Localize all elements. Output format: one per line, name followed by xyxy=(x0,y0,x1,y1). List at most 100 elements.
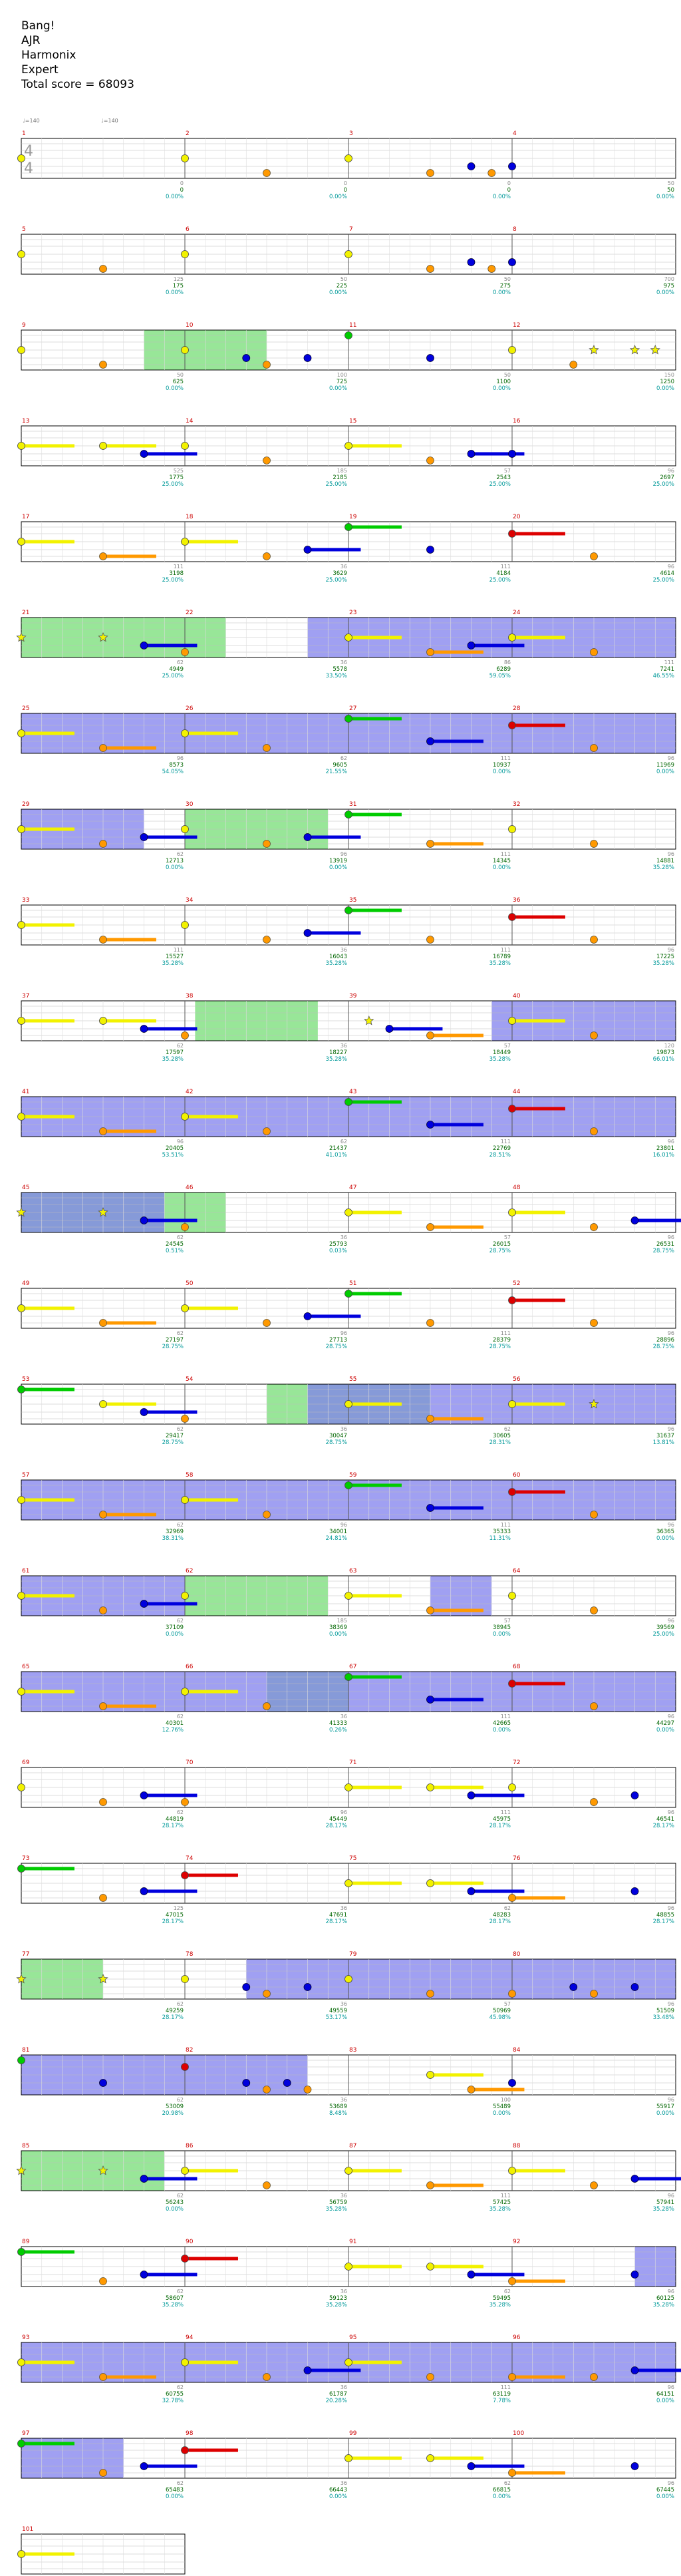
star-note xyxy=(589,344,599,355)
note-gem xyxy=(385,1025,394,1033)
sustain-tail xyxy=(471,2088,525,2092)
sustain-tail xyxy=(430,1785,483,1789)
overdrive-percent: 28.75% xyxy=(489,1248,511,1254)
overdrive-percent: 28.75% xyxy=(653,1344,674,1350)
measure-score: 66815 xyxy=(493,2487,511,2493)
note-gem xyxy=(508,1105,516,1113)
note-count: 96 xyxy=(668,947,674,953)
measure-score: 61787 xyxy=(329,2391,347,2398)
measure-number: 2 xyxy=(186,130,190,137)
note-gem xyxy=(140,2462,148,2470)
sustain-tail xyxy=(144,1602,198,1606)
overdrive-percent: 0.00% xyxy=(656,2493,674,2500)
sustain-tail xyxy=(185,1115,238,1119)
note-gem xyxy=(263,936,271,944)
note-count: 36 xyxy=(340,947,347,953)
note-count: 96 xyxy=(668,1234,674,1240)
note-count: 96 xyxy=(668,1714,674,1720)
note-gem xyxy=(99,2469,107,2477)
measure-score: 30047 xyxy=(329,1433,347,1439)
note-gem xyxy=(181,1496,189,1504)
note-gem xyxy=(181,1304,189,1312)
measure-score: 56243 xyxy=(166,2199,184,2206)
note-count: 57 xyxy=(504,1234,511,1240)
note-gem xyxy=(630,1887,639,1895)
note-gem xyxy=(99,1127,107,1135)
sustain-tail xyxy=(512,1896,565,1900)
sustain-tail xyxy=(21,444,74,448)
overdrive-percent: 35.28% xyxy=(326,960,347,967)
overdrive-percent: 28.75% xyxy=(489,1344,511,1350)
sustain-tail xyxy=(430,1417,483,1421)
measure-number: 3 xyxy=(349,130,353,137)
measure-score: 18449 xyxy=(493,1049,511,1056)
note-gem xyxy=(508,162,516,170)
note-gem xyxy=(344,1098,352,1106)
note-count: 125 xyxy=(174,1905,184,1911)
sustain-tail xyxy=(512,723,565,727)
note-count: 111 xyxy=(501,755,511,761)
measure-score: 63119 xyxy=(493,2391,511,2398)
song-artist: AJR xyxy=(21,34,41,47)
note-gem xyxy=(181,1592,189,1600)
sustain-tail xyxy=(512,2375,565,2379)
sustain-tail xyxy=(144,2177,198,2181)
sustain-tail xyxy=(307,2368,361,2372)
sustain-tail xyxy=(348,1402,402,1406)
note-gem xyxy=(508,2167,516,2175)
measure-score: 17225 xyxy=(656,954,674,960)
overdrive-percent: 53.51% xyxy=(162,1152,184,1159)
note-gem xyxy=(508,1990,516,1998)
note-gem xyxy=(467,2086,476,2094)
sustain-tail xyxy=(21,1594,74,1598)
overdrive-percent: 0.00% xyxy=(493,289,511,296)
sustain-tail xyxy=(512,2279,565,2283)
note-count: 111 xyxy=(501,1139,511,1145)
note-gem xyxy=(344,2454,352,2462)
note-gem xyxy=(181,2358,189,2366)
sustain-tail xyxy=(512,915,565,919)
overdrive-percent: 25.00% xyxy=(162,577,184,584)
sustain-tail xyxy=(348,1292,402,1296)
note-gem xyxy=(140,1216,148,1224)
measure-number: 91 xyxy=(349,2239,356,2245)
overdrive-percent: 25.00% xyxy=(653,1631,674,1638)
overdrive-percent: 0.00% xyxy=(329,289,347,296)
note-gem xyxy=(181,1031,189,1039)
note-count: 96 xyxy=(668,1426,674,1432)
sustain-tail xyxy=(430,739,483,743)
sustain-tail xyxy=(471,1793,525,1797)
note-count: 62 xyxy=(177,2384,184,2390)
note-count: 96 xyxy=(340,1809,347,1815)
chart-row: 6162371090.00%62185383690.00%6357389450.… xyxy=(17,1568,676,1638)
sustain-tail xyxy=(185,2169,238,2173)
note-count: 96 xyxy=(668,2001,674,2007)
measure-number: 67 xyxy=(349,1664,356,1670)
measure-score: 4949 xyxy=(169,666,184,673)
note-count: 36 xyxy=(340,2001,347,2007)
overdrive-percent: 28.17% xyxy=(326,1823,347,1829)
chart-row: 4562245450.51%4636257930.03%47572601528.… xyxy=(16,1185,681,1254)
note-count: 96 xyxy=(668,755,674,761)
measure-number: 26 xyxy=(186,705,194,712)
star-note xyxy=(16,1973,27,1984)
note-count: 111 xyxy=(664,659,674,665)
sustain-tail xyxy=(21,2552,74,2556)
overdrive-percent: 0.00% xyxy=(166,2493,184,2500)
measure-score: 3629 xyxy=(333,570,347,577)
note-gem xyxy=(426,936,434,944)
sustain-tail xyxy=(430,1506,483,1510)
overdrive-percent: 33.50% xyxy=(326,673,347,679)
overdrive-percent: 35.28% xyxy=(489,960,511,967)
measure-number: 53 xyxy=(22,1376,29,1383)
note-gem xyxy=(181,648,189,656)
sustain-tail xyxy=(21,2442,74,2446)
note-gem xyxy=(344,331,352,339)
sustain-tail xyxy=(103,1019,156,1023)
sustain-tail xyxy=(512,1402,565,1406)
chart-row: 81625300920.98%8236536898.48%83100554890… xyxy=(17,2047,676,2117)
star-note xyxy=(98,1206,108,1217)
sustain-tail xyxy=(21,827,74,831)
sustain-tail xyxy=(21,2250,74,2254)
star-note xyxy=(98,1973,108,1984)
